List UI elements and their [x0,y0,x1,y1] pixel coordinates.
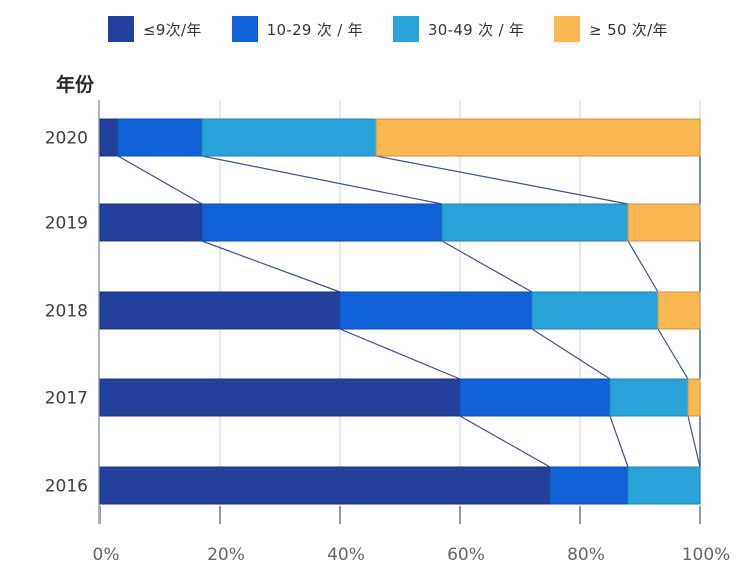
connector-line [627,240,659,293]
y-axis-label: 2020 [45,129,88,149]
connector-line [687,415,701,468]
bar-segment [99,378,461,417]
legend-item: ≥ 50 次/年 [554,16,668,42]
legend-swatch [392,16,419,42]
legend-swatch [108,16,134,42]
connector-line [441,240,533,293]
legend-item: ≤9次/年 [108,16,202,42]
y-axis-label: 2016 [45,477,88,497]
bar-segment [201,118,377,157]
connector-line [375,155,629,205]
bar-segment [627,203,701,242]
connector-line [339,328,461,380]
y-axis-title: 年份 [56,74,95,96]
x-axis-label: 60% [447,545,485,565]
connector-line [201,240,341,293]
x-axis-label: 80% [567,545,605,565]
bar-segment [441,203,629,242]
connector-line [201,155,443,205]
legend-label: 10-29 次 / 年 [266,20,363,39]
y-axis-label: 2017 [45,389,88,409]
bar-segment [375,118,701,157]
bar-segment [339,291,533,330]
connector-line [657,328,689,380]
bar-segment [99,466,551,505]
x-axis-label: 100% [682,545,731,565]
bar-segment [657,291,701,330]
bar-segment [99,118,119,157]
legend-label: ≥ 50 次/年 [589,20,668,39]
legend: ≤9次/年 10-29 次 / 年 30-49 次 / 年 ≥ 50 次/年 [108,16,668,42]
x-axis-label: 20% [207,545,245,565]
x-axis-label: 0% [93,545,120,565]
bar-segment [687,378,701,417]
bar-segment [99,203,203,242]
connector-line [459,415,551,468]
bar-segment [117,118,203,157]
bar-segment [531,291,659,330]
bar-segment [609,378,689,417]
legend-item: 10-29 次 / 年 [231,16,363,42]
bar-segment [549,466,629,505]
legend-item: 30-49 次 / 年 [392,16,525,42]
x-axis-label: 40% [327,545,365,565]
legend-swatch [554,16,581,42]
connector-line [531,328,611,380]
connector-line [609,415,629,468]
bar-segment [459,378,611,417]
y-axis-label: 2019 [45,214,88,234]
bar-segment [99,291,341,330]
connector-line [117,155,203,205]
legend-label: 30-49 次 / 年 [427,20,525,39]
legend-label: ≤9次/年 [143,20,202,39]
bar-segment [627,466,701,505]
bar-segment [201,203,443,242]
y-axis-label: 2018 [45,302,88,322]
legend-swatch [231,16,258,42]
